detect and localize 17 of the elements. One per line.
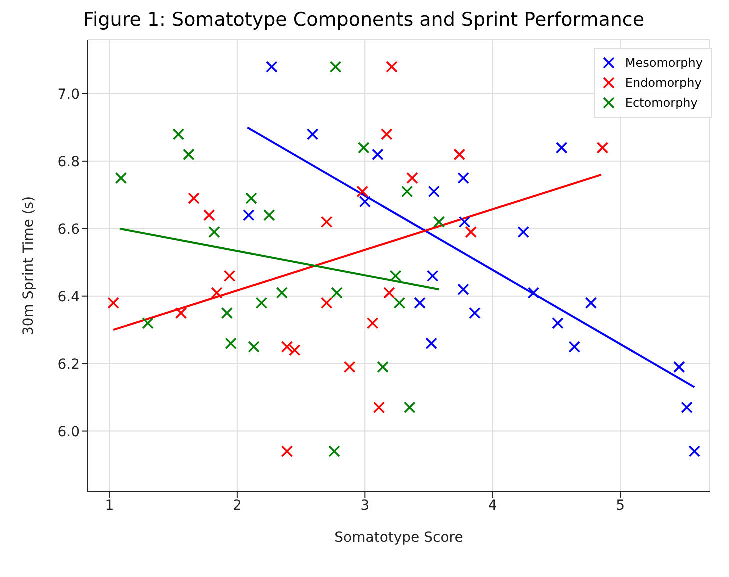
y-tick-label: 6.8 [58, 154, 80, 170]
y-tick-label: 7.0 [58, 86, 80, 103]
legend-label: Mesomorphy [625, 55, 703, 72]
legend-label: Endomorphy [625, 75, 702, 92]
y-tick-label: 6.6 [58, 222, 80, 238]
x-tick-label: 4 [488, 498, 498, 514]
x-tick-label: 5 [616, 498, 626, 514]
y-tick-label: 6.4 [58, 289, 80, 306]
x-tick-label: 3 [360, 498, 370, 514]
y-tick-label: 6.2 [58, 356, 80, 373]
y-tick-label: 6.0 [58, 424, 80, 440]
x-tick-label: 1 [105, 498, 114, 514]
x-axis-title: Somatotype Score [334, 530, 464, 546]
y-axis-title: 30m Sprint Time (s) [20, 196, 37, 336]
chart-title: Figure 1: Somatotype Components and Sprint Performance [82, 8, 646, 32]
x-tick-label: 2 [232, 498, 242, 514]
legend-label: Ectomorphy [625, 95, 698, 112]
